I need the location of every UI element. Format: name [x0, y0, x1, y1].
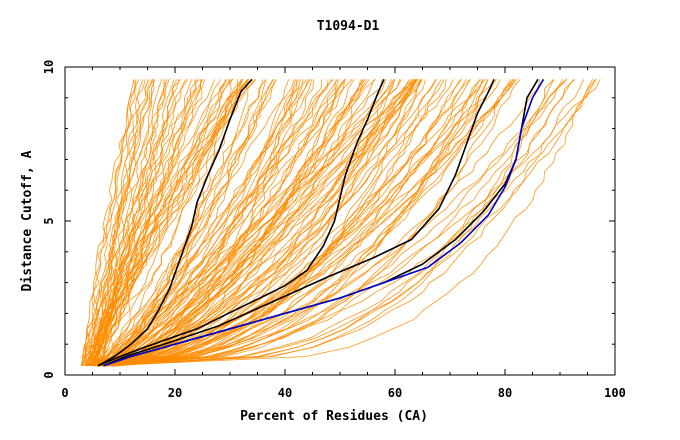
- background-curve: [93, 79, 489, 367]
- background-curve: [91, 79, 167, 366]
- x-tick-label: 100: [604, 386, 626, 400]
- background-curve: [106, 79, 486, 367]
- background-curve: [111, 79, 437, 367]
- background-curve: [95, 79, 249, 366]
- y-axis-label: Distance Cutoff, A: [20, 150, 35, 291]
- background-curve: [100, 79, 447, 367]
- x-tick-label: 40: [278, 386, 292, 400]
- background-curve: [85, 79, 243, 367]
- background-curve: [97, 79, 267, 367]
- background-curve: [96, 79, 215, 366]
- x-tick-label: 60: [388, 386, 402, 400]
- background-curve: [104, 79, 594, 367]
- background-curve: [112, 79, 576, 367]
- background-curve: [104, 79, 541, 367]
- y-tick-label: 5: [42, 217, 56, 224]
- background-curve: [99, 79, 249, 367]
- background-curve: [95, 79, 264, 367]
- background-curve: [104, 79, 267, 367]
- highlight-curves: [97, 78, 545, 367]
- background-curve: [111, 79, 574, 367]
- background-curve: [107, 79, 396, 367]
- background-curve: [93, 79, 243, 366]
- background-curve: [93, 79, 471, 367]
- x-tick-label: 0: [61, 386, 68, 400]
- series-highlight-3: [103, 78, 495, 367]
- background-curve: [98, 79, 338, 367]
- background-curve: [103, 79, 417, 367]
- background-curve: [95, 79, 150, 366]
- x-tick-label: 80: [498, 386, 512, 400]
- background-curve: [111, 79, 364, 367]
- background-curve: [106, 79, 481, 367]
- background-curve: [114, 79, 564, 367]
- background-curve: [100, 79, 178, 366]
- background-curve: [97, 79, 311, 367]
- background-curve: [110, 79, 584, 367]
- background-curve: [84, 79, 202, 367]
- background-curves: [80, 78, 601, 367]
- chart-title: T1094-D1: [317, 19, 380, 34]
- background-curve: [93, 79, 163, 367]
- background-curve: [105, 79, 442, 367]
- background-curve: [83, 79, 226, 366]
- background-curve: [108, 79, 513, 367]
- background-curve: [108, 79, 290, 367]
- background-curve: [92, 79, 197, 366]
- background-curve: [103, 79, 497, 367]
- background-curve: [80, 79, 140, 366]
- background-curve: [103, 79, 345, 367]
- x-axis: 0 20 40 60 80 100: [61, 67, 626, 400]
- background-curve: [90, 79, 146, 366]
- background-curve: [84, 79, 393, 367]
- series-best-model: [103, 78, 545, 367]
- background-curve: [107, 79, 445, 367]
- background-curve: [101, 79, 416, 367]
- background-curve: [109, 79, 467, 367]
- background-curve: [93, 79, 334, 367]
- series-highlight-2: [97, 78, 385, 367]
- background-curve: [102, 79, 601, 367]
- background-curve: [91, 79, 165, 366]
- background-curve: [111, 79, 361, 367]
- background-curve: [96, 79, 244, 366]
- y-axis: 0 5 10: [42, 60, 615, 379]
- background-curve: [117, 79, 568, 367]
- background-curve: [101, 79, 567, 367]
- background-curve: [98, 79, 375, 367]
- background-curve: [84, 79, 144, 366]
- background-curve: [100, 79, 153, 366]
- background-curve: [97, 79, 314, 367]
- background-curve: [92, 79, 274, 367]
- y-tick-label: 0: [42, 371, 56, 378]
- x-tick-label: 20: [168, 386, 182, 400]
- background-curve: [111, 79, 421, 367]
- y-tick-label: 10: [42, 60, 56, 74]
- background-curve: [107, 79, 298, 367]
- background-curve: [97, 79, 484, 367]
- x-axis-label: Percent of Residues (CA): [240, 409, 428, 424]
- background-curve: [113, 79, 386, 367]
- background-curve: [81, 79, 234, 366]
- series-highlight-1: [97, 78, 253, 367]
- background-curve: [112, 79, 555, 367]
- background-curve: [106, 79, 394, 367]
- plot-area: [80, 78, 601, 367]
- background-curve: [80, 79, 168, 366]
- background-curve: [96, 79, 337, 367]
- background-curve: [101, 79, 413, 367]
- background-curve: [87, 79, 402, 367]
- background-curve: [99, 79, 515, 367]
- background-curve: [103, 79, 277, 367]
- background-curve: [86, 79, 419, 367]
- background-curve: [87, 79, 346, 367]
- background-curve: [100, 79, 463, 367]
- background-curve: [85, 79, 186, 366]
